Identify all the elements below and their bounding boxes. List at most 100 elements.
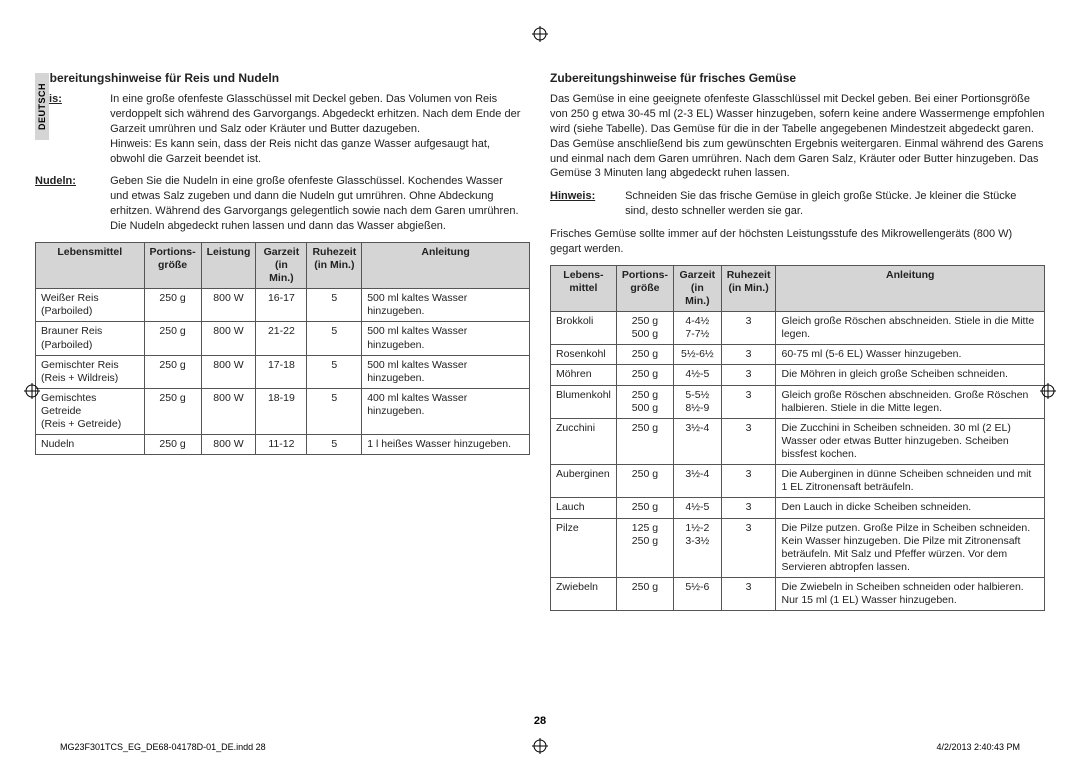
cell-rest: 3 [721, 345, 776, 365]
cell-food: Gemischter Reis(Reis + Wildreis) [36, 355, 145, 388]
nudeln-text: Geben Sie die Nudeln in eine große ofenf… [98, 174, 523, 233]
cell-food: Gemischtes Getreide(Reis + Getreide) [36, 388, 145, 434]
table-row: Rosenkohl250 g5½-6½360-75 ml (5-6 EL) Wa… [551, 345, 1045, 365]
table-row: Weißer Reis(Parboiled)250 g800 W16-17550… [36, 289, 530, 322]
rice-paragraph: Reis: In eine große ofenfeste Glasschüss… [35, 92, 530, 166]
cell-instr: Die Auberginen in dünne Scheiben schneid… [776, 465, 1045, 498]
cell-instr: Gleich große Röschen abschneiden. Große … [776, 385, 1045, 418]
col-rest: Ruhezeit(in Min.) [721, 265, 776, 311]
cell-food: Blumenkohl [551, 385, 617, 418]
cell-instr: 60-75 ml (5-6 EL) Wasser hinzugeben. [776, 345, 1045, 365]
registration-mark-bottom [532, 738, 548, 754]
table-row: Gemischter Reis(Reis + Wildreis)250 g800… [36, 355, 530, 388]
cell-cook: 11-12 [256, 435, 307, 455]
cell-instr: 1 l heißes Wasser hinzugeben. [362, 435, 530, 455]
cell-instr: 400 ml kaltes Wasser hinzugeben. [362, 388, 530, 434]
cell-rest: 3 [721, 365, 776, 385]
cell-portion: 125 g250 g [616, 518, 673, 578]
cell-food: Auberginen [551, 465, 617, 498]
hinweis-text: Schneiden Sie das frische Gemüse in glei… [613, 189, 1038, 219]
table-row: Brokkoli250 g500 g4-4½7-7½3Gleich große … [551, 312, 1045, 345]
cell-rest: 5 [307, 355, 362, 388]
cell-cook: 16-17 [256, 289, 307, 322]
cell-rest: 3 [721, 578, 776, 611]
cell-instr: Die Pilze putzen. Große Pilze in Scheibe… [776, 518, 1045, 578]
cell-cook: 4½-5 [673, 498, 721, 518]
cell-rest: 3 [721, 465, 776, 498]
table-header-row: Lebensmittel Portions-größe Leistung Gar… [36, 242, 530, 288]
left-heading: Zubereitungshinweise für Reis und Nudeln [35, 70, 530, 86]
cell-portion: 250 g [616, 498, 673, 518]
cell-instr: Die Zucchini in Scheiben schneiden. 30 m… [776, 418, 1045, 464]
cell-rest: 5 [307, 388, 362, 434]
col-portion: Portions-größe [616, 265, 673, 311]
cell-rest: 5 [307, 289, 362, 322]
col-food: Lebens-mittel [551, 265, 617, 311]
veg-intro: Das Gemüse in eine geeignete ofenfeste G… [550, 92, 1045, 181]
cell-portion: 250 g [616, 418, 673, 464]
table-row: Nudeln250 g800 W11-1251 l heißes Wasser … [36, 435, 530, 455]
cell-food: Pilze [551, 518, 617, 578]
noodles-paragraph: Nudeln: Geben Sie die Nudeln in eine gro… [35, 174, 530, 233]
cell-cook: 18-19 [256, 388, 307, 434]
table-row: Zucchini250 g3½-43Die Zucchini in Scheib… [551, 418, 1045, 464]
cell-portion: 250 g [616, 365, 673, 385]
cell-power: 800 W [201, 435, 256, 455]
cell-power: 800 W [201, 388, 256, 434]
table-row: Lauch250 g4½-53Den Lauch in dicke Scheib… [551, 498, 1045, 518]
cell-cook: 5½-6 [673, 578, 721, 611]
cell-rest: 3 [721, 385, 776, 418]
cell-rest: 3 [721, 312, 776, 345]
cell-instr: Gleich große Röschen abschneiden. Stiele… [776, 312, 1045, 345]
table-row: Zwiebeln250 g5½-63Die Zwiebeln in Scheib… [551, 578, 1045, 611]
cell-portion: 250 g [616, 578, 673, 611]
rice-noodle-table: Lebensmittel Portions-größe Leistung Gar… [35, 242, 530, 456]
table-row: Brauner Reis(Parboiled)250 g800 W21-2255… [36, 322, 530, 355]
col-instr: Anleitung [362, 242, 530, 288]
registration-mark-left [24, 383, 40, 399]
cell-rest: 5 [307, 322, 362, 355]
cell-power: 800 W [201, 355, 256, 388]
veg-note: Frisches Gemüse sollte immer auf der höc… [550, 227, 1045, 257]
cell-cook: 1½-23-3½ [673, 518, 721, 578]
col-portion: Portions-größe [144, 242, 201, 288]
nudeln-label: Nudeln: [35, 174, 95, 189]
table-row: Gemischtes Getreide(Reis + Getreide)250 … [36, 388, 530, 434]
cell-food: Brauner Reis(Parboiled) [36, 322, 145, 355]
right-heading: Zubereitungshinweise für frisches Gemüse [550, 70, 1045, 86]
cell-instr: Den Lauch in dicke Scheiben schneiden. [776, 498, 1045, 518]
table-header-row: Lebens-mittel Portions-größe Garzeit(in … [551, 265, 1045, 311]
cell-portion: 250 g [144, 355, 201, 388]
cell-cook: 5½-6½ [673, 345, 721, 365]
cell-portion: 250 g [144, 388, 201, 434]
table-row: Auberginen250 g3½-43Die Auberginen in dü… [551, 465, 1045, 498]
hinweis-label: Hinweis: [550, 189, 610, 204]
cell-rest: 5 [307, 435, 362, 455]
cell-rest: 3 [721, 518, 776, 578]
footer-doc-id: MG23F301TCS_EG_DE68-04178D-01_DE.indd 28 [60, 742, 266, 752]
registration-mark-right [1040, 383, 1056, 399]
cell-food: Rosenkohl [551, 345, 617, 365]
cell-instr: 500 ml kaltes Wasser hinzugeben. [362, 355, 530, 388]
cell-food: Brokkoli [551, 312, 617, 345]
vegetable-table: Lebens-mittel Portions-größe Garzeit(in … [550, 265, 1045, 612]
cell-portion: 250 g [144, 435, 201, 455]
col-food: Lebensmittel [36, 242, 145, 288]
cell-food: Lauch [551, 498, 617, 518]
cell-cook: 17-18 [256, 355, 307, 388]
page-number: 28 [534, 715, 546, 727]
col-cook: Garzeit(in Min.) [673, 265, 721, 311]
cell-food: Nudeln [36, 435, 145, 455]
cell-instr: 500 ml kaltes Wasser hinzugeben. [362, 289, 530, 322]
cell-portion: 250 g500 g [616, 312, 673, 345]
cell-food: Möhren [551, 365, 617, 385]
table-row: Pilze125 g250 g1½-23-3½3Die Pilze putzen… [551, 518, 1045, 578]
cell-cook: 4½-5 [673, 365, 721, 385]
page-content: Zubereitungshinweise für Reis und Nudeln… [0, 0, 1080, 651]
cell-instr: Die Möhren in gleich große Scheiben schn… [776, 365, 1045, 385]
cell-power: 800 W [201, 322, 256, 355]
cell-cook: 3½-4 [673, 418, 721, 464]
cell-instr: 500 ml kaltes Wasser hinzugeben. [362, 322, 530, 355]
cell-instr: Die Zwiebeln in Scheiben schneiden oder … [776, 578, 1045, 611]
language-tab: DEUTSCH [35, 73, 49, 140]
